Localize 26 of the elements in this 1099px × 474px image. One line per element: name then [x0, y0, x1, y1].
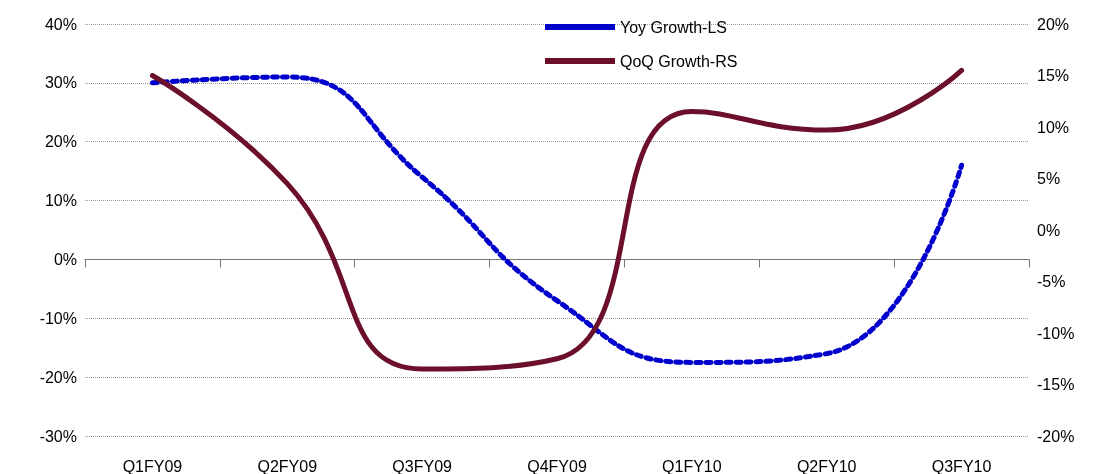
x-tick-label: Q2FY10 [796, 457, 857, 474]
y2-tick-label: -10% [1037, 324, 1075, 342]
y2-tick-label: 20% [1037, 15, 1070, 33]
x-tick-label: Q4FY09 [527, 457, 587, 474]
y-tick-label: -10% [39, 309, 77, 327]
y-tick-label: -30% [39, 427, 77, 445]
x-tick-label: Q3FY10 [931, 457, 992, 474]
x-tick-label: Q1FY09 [122, 457, 183, 474]
y-tick-label: 40% [44, 15, 77, 33]
y2-tick-label: 15% [1037, 67, 1070, 84]
y2-tick-label: 0% [1037, 221, 1061, 239]
x-tick-label: Q3FY09 [392, 457, 453, 474]
y2-tick-label: -15% [1037, 376, 1075, 393]
y-tick-label: 20% [44, 133, 77, 151]
x-tick-label: Q1FY10 [662, 457, 722, 474]
y-tick-label: 30% [44, 74, 77, 92]
y2-tick-label: -5% [1037, 273, 1066, 290]
x-tick-label: Q2FY09 [257, 457, 318, 474]
legend-label: QoQ Growth-RS [620, 52, 738, 70]
legend-label: Yoy Growth-LS [620, 18, 728, 36]
y-tick-label: 10% [44, 192, 77, 210]
y-tick-label: 0% [53, 250, 77, 268]
y2-tick-label: -20% [1037, 427, 1075, 445]
y-tick-label: -20% [39, 368, 77, 386]
y2-tick-label: 10% [1037, 118, 1070, 136]
y2-tick-label: 5% [1037, 170, 1061, 187]
